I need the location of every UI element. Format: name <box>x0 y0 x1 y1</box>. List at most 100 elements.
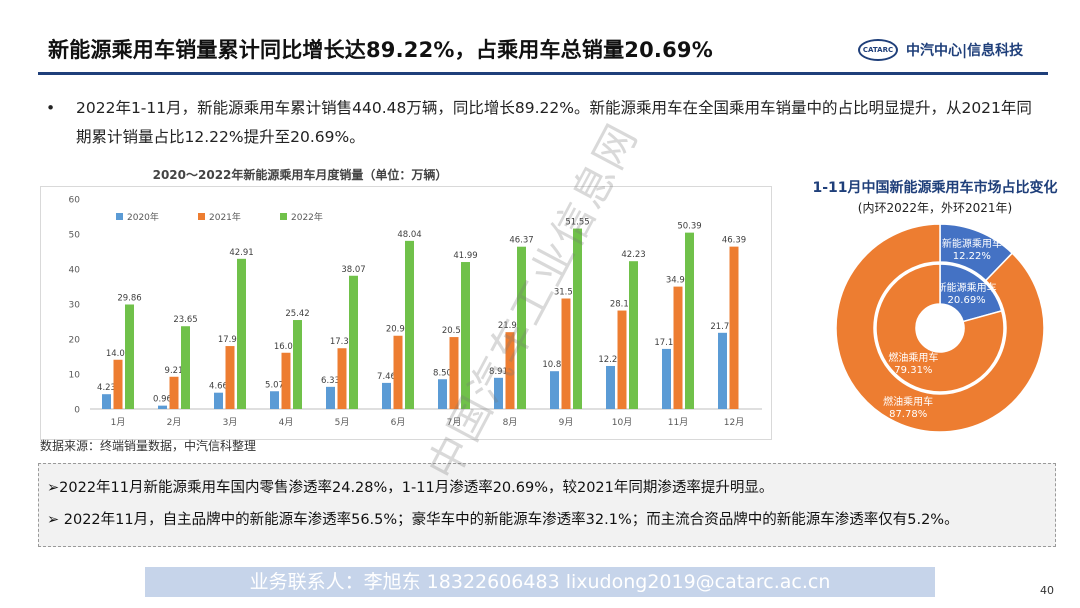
slice-label: 燃油乘用车 <box>883 395 933 408</box>
data-label: 23.65 <box>173 315 197 325</box>
legend-swatch-2022年 <box>280 213 287 220</box>
data-label: 46.37 <box>509 236 533 246</box>
monthly-sales-bar-chart: 0 10 20 30 40 50 60 1月 4.23 14.07 29.86 2月 0.96 9.21 2… <box>69 196 762 428</box>
data-label: 25.42 <box>285 309 309 319</box>
legend-label: 2021年 <box>209 211 241 223</box>
bar-2022年-3月 <box>237 258 246 409</box>
bar-2020年-3月 <box>214 392 223 409</box>
bar-2022年-10月 <box>629 261 638 409</box>
bar-2020年-6月 <box>382 382 391 409</box>
data-label: 28.13 <box>610 300 634 310</box>
data-label: 7.46 <box>377 372 396 382</box>
y-tick-label: 40 <box>69 266 81 276</box>
bar-2022年-6月 <box>405 240 414 409</box>
bar-2021年-2月 <box>169 376 179 409</box>
bar-2020年-12月 <box>718 332 727 409</box>
summary-text: 2022年1-11月，新能源乘用车累计销售440.48万辆，同比增长89.22%… <box>76 99 1032 146</box>
slice-label: 新能源乘用车 <box>942 237 1002 250</box>
data-label: 0.96 <box>153 395 172 405</box>
y-tick-label: 20 <box>69 336 81 346</box>
data-label: 9.21 <box>165 366 184 376</box>
bar-2020年-5月 <box>326 386 335 409</box>
data-label: 21.95 <box>498 321 522 331</box>
bar-2022年-1月 <box>125 304 134 409</box>
data-label: 42.91 <box>229 248 253 258</box>
data-label: 8.50 <box>433 368 452 378</box>
donut-slice-inner-燃油乘用车 <box>875 263 1005 393</box>
note-line-1: ➢2022年11月新能源乘用车国内零售渗透率24.28%，1-11月渗透率20.… <box>47 480 774 496</box>
y-tick-label: 60 <box>69 196 81 206</box>
data-label: 4.23 <box>97 383 116 393</box>
data-label: 48.04 <box>397 230 421 240</box>
x-tick-label: 4月 <box>279 417 294 428</box>
data-label: 4.66 <box>209 382 228 392</box>
bar-2020年-11月 <box>662 348 671 409</box>
bar-2022年-5月 <box>349 275 358 409</box>
data-label: 34.97 <box>666 276 690 286</box>
data-label: 8.91 <box>489 367 508 377</box>
bar-2022年-2月 <box>181 326 190 409</box>
bar-2022年-11月 <box>685 232 694 409</box>
bar-2022年-4月 <box>293 320 302 409</box>
x-tick-label: 2月 <box>167 417 182 428</box>
x-tick-label: 11月 <box>668 417 688 428</box>
y-tick-label: 30 <box>69 301 81 311</box>
bar-2021年-6月 <box>393 335 403 409</box>
catarc-logo: CATARC 中汽中心|信息科技 <box>858 38 1023 62</box>
x-tick-label: 9月 <box>559 417 574 428</box>
slice-value: 20.69% <box>948 295 986 306</box>
bar-2020年-7月 <box>438 379 447 409</box>
bar-2022年-9月 <box>573 228 582 409</box>
data-label: 17.98 <box>218 335 242 345</box>
y-tick-label: 10 <box>69 371 81 381</box>
bar-2020年-2月 <box>158 405 167 409</box>
bar-2020年-8月 <box>494 377 503 409</box>
bar-2020年-9月 <box>550 371 559 409</box>
x-tick-label: 3月 <box>223 417 238 428</box>
logo-text: 中汽中心|信息科技 <box>906 43 1024 59</box>
bar-2021年-4月 <box>281 352 291 409</box>
x-tick-label: 1月 <box>111 417 126 428</box>
data-label: 50.39 <box>677 222 701 232</box>
page-number: 40 <box>1040 584 1054 597</box>
data-label: 38.07 <box>341 265 365 275</box>
pie-chart-subtitle: (内环2022年，外环2021年) <box>857 201 1013 215</box>
data-label: 20.55 <box>442 326 466 336</box>
x-tick-label: 8月 <box>503 417 518 428</box>
x-tick-label: 5月 <box>335 417 350 428</box>
data-label: 46.39 <box>722 236 746 246</box>
x-tick-label: 10月 <box>612 417 632 428</box>
data-label: 10.80 <box>542 360 566 370</box>
slice-value: 79.31% <box>894 365 932 376</box>
slice-value: 87.78% <box>889 409 927 420</box>
data-label: 20.93 <box>386 325 410 335</box>
bar-2021年-9月 <box>561 298 571 409</box>
summary-bullet: • 2022年1-11月，新能源乘用车累计销售440.48万辆，同比增长89.2… <box>46 94 1046 152</box>
x-tick-label: 12月 <box>724 417 744 428</box>
data-label: 31.57 <box>554 288 578 298</box>
catarc-logo-mark: CATARC <box>858 39 898 61</box>
slice-label: 新能源乘用车 <box>937 281 997 294</box>
data-label: 5.07 <box>265 380 284 390</box>
bullet-dot: • <box>46 99 56 117</box>
x-tick-label: 6月 <box>391 417 406 428</box>
data-label: 29.86 <box>117 293 141 303</box>
page-title: 新能源乘用车销量累计同比增长达89.22%，占乘用车总销量20.69% <box>48 38 713 62</box>
market-share-donut-chart: 新能源乘用车12.22%燃油乘用车87.78%新能源乘用车20.69%燃油乘用车… <box>835 223 1045 433</box>
bar-2021年-5月 <box>337 348 347 409</box>
data-label: 6.33 <box>321 376 340 386</box>
data-label: 17.17 <box>654 338 678 348</box>
note-line-2: ➢ 2022年11月，自主品牌中的新能源车渗透率56.5%；豪华车中的新能源车渗… <box>47 512 959 528</box>
data-label: 12.29 <box>598 355 622 365</box>
bar-2021年-10月 <box>617 310 627 409</box>
donut-slice-outer-燃油乘用车 <box>835 223 1045 433</box>
slice-label: 燃油乘用车 <box>888 351 938 364</box>
bar-2021年-11月 <box>673 286 683 409</box>
slice-value: 12.22% <box>953 251 991 262</box>
data-label: 41.99 <box>453 251 477 261</box>
bar-2022年-7月 <box>461 262 470 409</box>
data-label: 51.55 <box>565 218 589 228</box>
bar-2020年-1月 <box>102 394 111 409</box>
data-source-note: 数据来源：终端销量数据，中汽信科整理 <box>40 439 257 453</box>
title-divider <box>38 72 1048 75</box>
